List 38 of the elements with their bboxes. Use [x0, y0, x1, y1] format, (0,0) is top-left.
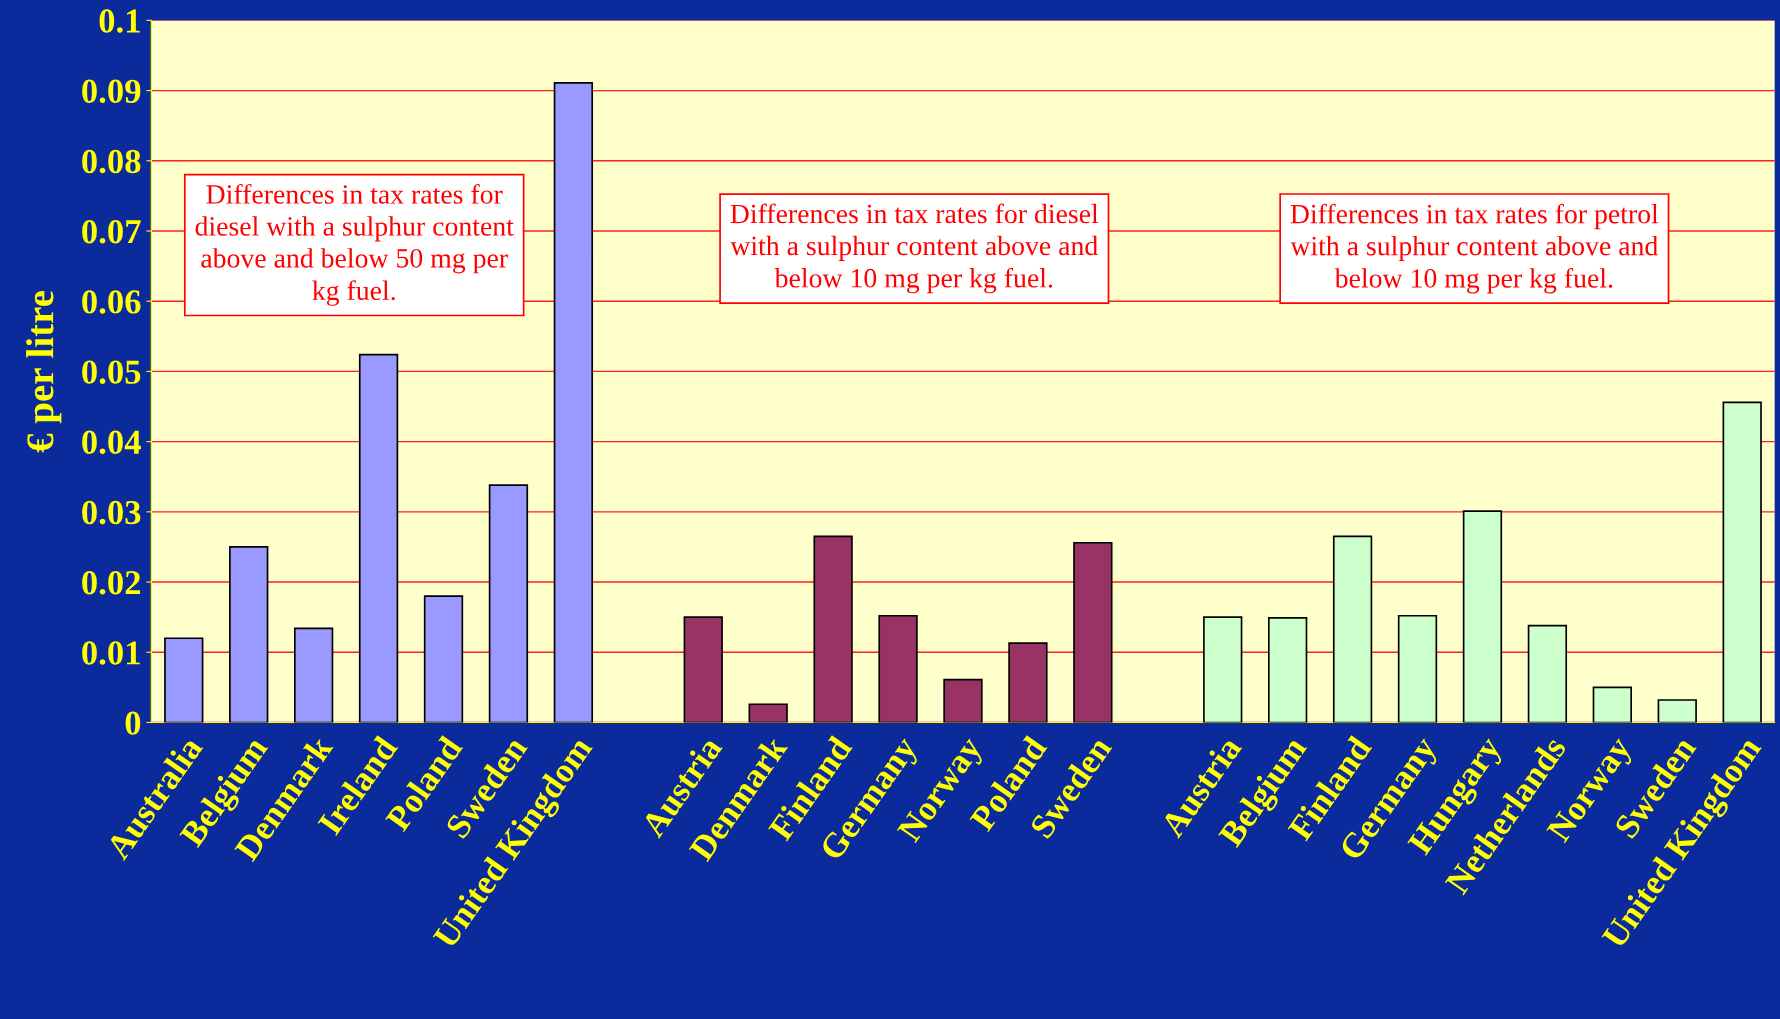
bar [1203, 616, 1243, 723]
bar [943, 678, 983, 723]
bar [423, 595, 464, 723]
bar [229, 546, 269, 723]
bar [1527, 624, 1568, 723]
bar [1332, 535, 1373, 723]
bar [553, 82, 594, 723]
y-tick-label: 0.09 [82, 79, 141, 104]
bar [878, 614, 918, 723]
y-tick-label: 0.07 [82, 219, 141, 244]
bar [1592, 686, 1632, 723]
bar [683, 616, 723, 723]
y-tick-label: 0.01 [82, 641, 140, 665]
annotation: Differences in tax rates for diesel with a sulphur content above and below 10 mg per kg fuel. [730, 203, 1099, 294]
bar [1722, 401, 1762, 723]
y-axis-title: € per litre [26, 291, 62, 453]
y-tick-label: 0.05 [82, 360, 141, 384]
bar [1657, 699, 1697, 723]
bar [293, 627, 334, 723]
y-tick-label: 0.08 [82, 149, 141, 174]
y-tick-label: 0.03 [82, 500, 141, 525]
y-tick-label: 0.06 [82, 290, 141, 314]
y-tick-label: 0 [125, 711, 141, 735]
y-tick-label: 0.1 [99, 9, 140, 33]
bar [748, 703, 788, 723]
bar [1008, 642, 1048, 723]
bar [1073, 541, 1113, 723]
bar [1397, 614, 1438, 723]
annotation: Differences in tax rates for diesel with a sulphur content above and below 50 mg per kg fuel. [195, 184, 514, 306]
y-tick-label: 0.04 [82, 430, 141, 455]
annotation: Differences in tax rates for petrol with a sulphur content above and below 10 mg per kg fuel. [1290, 203, 1659, 294]
y-tick-label: 0.02 [82, 571, 141, 595]
bar [164, 637, 204, 723]
bar [1462, 510, 1503, 723]
bar [488, 484, 529, 723]
bar [813, 535, 853, 723]
bar [1267, 617, 1308, 723]
bar [358, 353, 399, 723]
